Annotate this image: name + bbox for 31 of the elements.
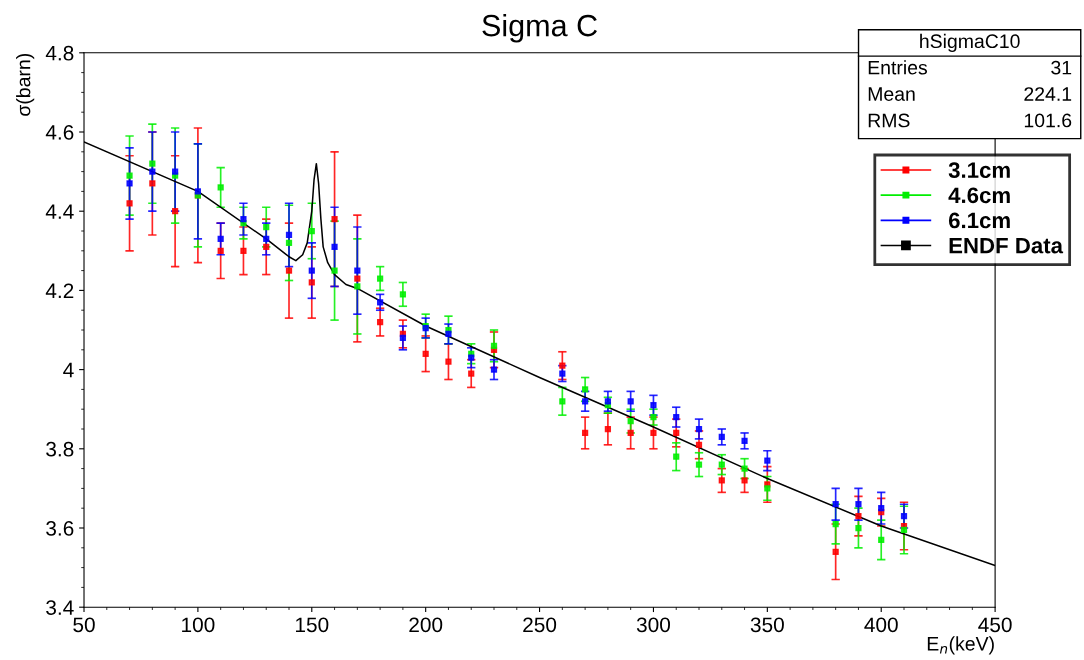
text: 224.1 [1024, 87, 1072, 101]
y-tick-label: 4.2 [45, 283, 74, 298]
legend-label: 4.6cm [948, 187, 1010, 204]
x-tick-label: 200 [409, 617, 443, 633]
x-axis-title: E$_{n}$(keV) [927, 636, 994, 655]
y-tick-label: 3.6 [46, 521, 74, 536]
y-tick-label: 3.8 [46, 441, 74, 457]
annotation: Entries [868, 60, 928, 75]
annotation: Mean [868, 87, 915, 101]
text: hSigmaC10 [920, 33, 1020, 52]
y-tick-label: 4 [63, 362, 74, 378]
y-tick-label: 4.6 [45, 125, 74, 140]
x-tick-label: 250 [523, 617, 557, 633]
legend-label: 3.1cm [948, 162, 1010, 179]
legend-label: ENDF Data [949, 237, 1064, 254]
x-tick-label: 400 [864, 617, 898, 633]
y-tick-label: 4.4 [45, 204, 74, 219]
legend-label: 6.1cm [948, 212, 1010, 229]
y-tick-label: 4.8 [45, 45, 74, 61]
x-tick-label: 100 [182, 617, 215, 633]
x-tick-label: 300 [636, 617, 671, 633]
x-tick-label: 150 [296, 617, 329, 633]
x-tick-label: 450 [978, 617, 1012, 633]
annotation: RMS [868, 113, 910, 128]
text: 31 [1051, 60, 1072, 75]
x-tick-label: 50 [73, 617, 95, 633]
y-axis-title: σ(barn) [16, 54, 35, 116]
chart-title: Sigma C [482, 13, 597, 43]
text: 101.6 [1024, 113, 1072, 128]
x-tick-label: 350 [750, 617, 784, 633]
y-tick-label: 3.4 [46, 600, 74, 615]
